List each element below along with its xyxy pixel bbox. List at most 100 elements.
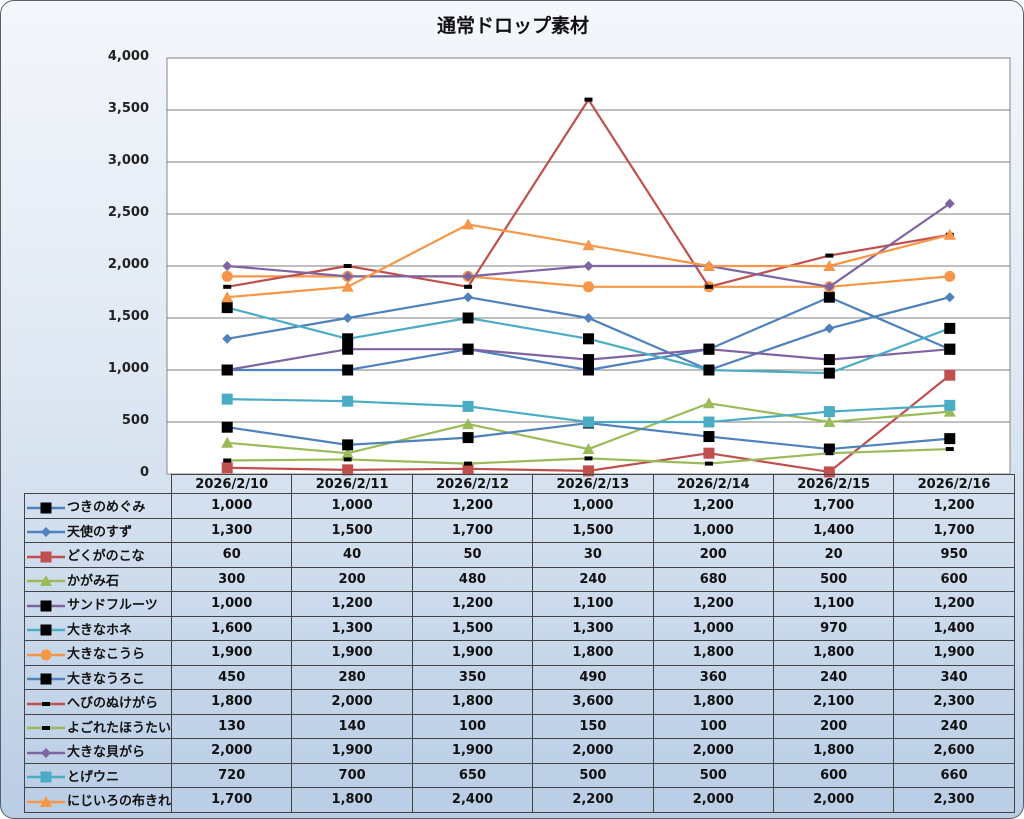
- legend-key-icon: [27, 624, 65, 636]
- marker-square: [40, 551, 52, 563]
- data-label: 2,000: [652, 738, 774, 764]
- y-tick-label: 500: [121, 413, 149, 428]
- marker-square: [944, 433, 956, 445]
- legend-key-icon: [27, 747, 65, 758]
- data-label: 720: [171, 762, 293, 788]
- data-label: 500: [772, 566, 895, 592]
- series-name: 大きなホネ: [67, 622, 133, 638]
- marker-square: [221, 393, 233, 405]
- marker-dash: [704, 461, 713, 466]
- data-label: 1,900: [893, 640, 1015, 666]
- marker-diamond: [463, 292, 474, 303]
- marker-square: [342, 333, 354, 345]
- data-label: 3,600: [532, 689, 654, 715]
- legend-entry: にじいろの布きれ: [23, 787, 173, 813]
- data-label: 200: [772, 713, 895, 739]
- marker-circle: [944, 270, 956, 282]
- data-label: 600: [893, 566, 1015, 592]
- table-corner: [24, 474, 173, 494]
- marker-diamond: [222, 333, 233, 344]
- marker-square: [40, 771, 52, 783]
- legend-entry: へびのぬけがら: [23, 689, 173, 715]
- table-row: とげウニ 720 700 650 500 500 600 660: [23, 762, 1015, 788]
- legend-entry: かがみ石: [23, 566, 173, 592]
- series-6: [221, 302, 956, 379]
- marker-dash: [825, 253, 834, 258]
- data-label: 100: [411, 713, 534, 739]
- data-label: 40: [291, 542, 413, 568]
- series-name: どくがのこな: [67, 549, 145, 565]
- marker-square: [583, 416, 594, 428]
- data-label: 1,500: [532, 517, 654, 543]
- data-label: 300: [171, 566, 293, 592]
- marker-square: [703, 431, 715, 443]
- marker-circle: [40, 649, 52, 661]
- legend-key-icon: [27, 502, 65, 514]
- marker-square: [40, 600, 52, 612]
- series-5: [221, 343, 956, 376]
- marker-triangle: [40, 575, 52, 587]
- data-label: 450: [171, 664, 293, 690]
- data-label: 240: [893, 713, 1015, 739]
- legend-key-icon: [27, 795, 65, 807]
- marker-dash: [584, 97, 593, 102]
- legend-key-icon: [27, 673, 65, 685]
- y-tick-label: 1,000: [107, 361, 149, 376]
- marker-square: [944, 369, 956, 381]
- data-label: 240: [772, 664, 895, 690]
- marker-diamond: [463, 271, 474, 282]
- data-label: 1,700: [772, 493, 895, 519]
- legend-key-icon: [27, 771, 65, 783]
- marker-triangle: [943, 405, 956, 417]
- marker-dash: [704, 284, 713, 289]
- data-label: 1,900: [291, 738, 413, 764]
- legend-key-icon: [27, 649, 65, 661]
- data-label: 1,600: [171, 615, 293, 641]
- x-category-label: 2026/2/14: [652, 474, 774, 494]
- data-label: 60: [171, 542, 293, 568]
- x-category-label: 2026/2/12: [411, 474, 534, 494]
- table-row: よごれたほうたい 130 140 100 150 100 200 240: [23, 713, 1015, 739]
- data-label: 1,200: [893, 493, 1015, 519]
- series-4: [221, 397, 956, 459]
- data-label: 2,000: [532, 738, 654, 764]
- legend-entry: サンドフルーツ: [23, 591, 173, 617]
- marker-square: [462, 463, 474, 475]
- y-tick-label: 4,000: [107, 49, 149, 64]
- marker-square: [221, 462, 233, 474]
- marker-square: [342, 395, 354, 407]
- data-label: 200: [652, 542, 774, 568]
- marker-triangle: [341, 447, 354, 459]
- marker-diamond: [824, 281, 835, 292]
- data-table: 2026/2/10 2026/2/11 2026/2/12 2026/2/13 2026…: [23, 474, 1015, 813]
- data-label: 20: [772, 542, 895, 568]
- table-row: どくがのこな 60 40 50 30 200 20 950: [23, 542, 1015, 568]
- marker-square: [583, 354, 594, 366]
- marker-dash: [945, 447, 954, 452]
- marker-diamond: [342, 313, 353, 323]
- marker-dash: [825, 451, 834, 456]
- series-3: [221, 369, 956, 478]
- x-category-label: 2026/2/15: [772, 474, 895, 494]
- marker-square: [583, 465, 594, 477]
- data-label: 1,000: [171, 493, 293, 519]
- marker-dash: [584, 456, 593, 461]
- series-name: にじいろの布きれ: [67, 794, 172, 810]
- legend-entry: 大きな貝がら: [23, 738, 173, 764]
- y-tick-label: 2,500: [107, 205, 149, 220]
- data-label: 1,800: [291, 787, 413, 813]
- marker-square: [462, 400, 474, 412]
- marker-triangle: [341, 280, 354, 292]
- data-label: 1,000: [171, 591, 293, 617]
- marker-square: [703, 416, 715, 428]
- data-label: 1,200: [411, 591, 534, 617]
- legend-key-icon: [27, 551, 65, 563]
- data-label: 1,500: [291, 517, 413, 543]
- marker-triangle: [823, 260, 836, 271]
- data-label: 1,300: [291, 615, 413, 641]
- data-label: 2,300: [893, 787, 1015, 813]
- legend-entry: どくがのこな: [23, 542, 173, 568]
- marker-square: [944, 343, 956, 355]
- data-label: 50: [411, 542, 534, 568]
- series-name: サンドフルーツ: [67, 598, 158, 614]
